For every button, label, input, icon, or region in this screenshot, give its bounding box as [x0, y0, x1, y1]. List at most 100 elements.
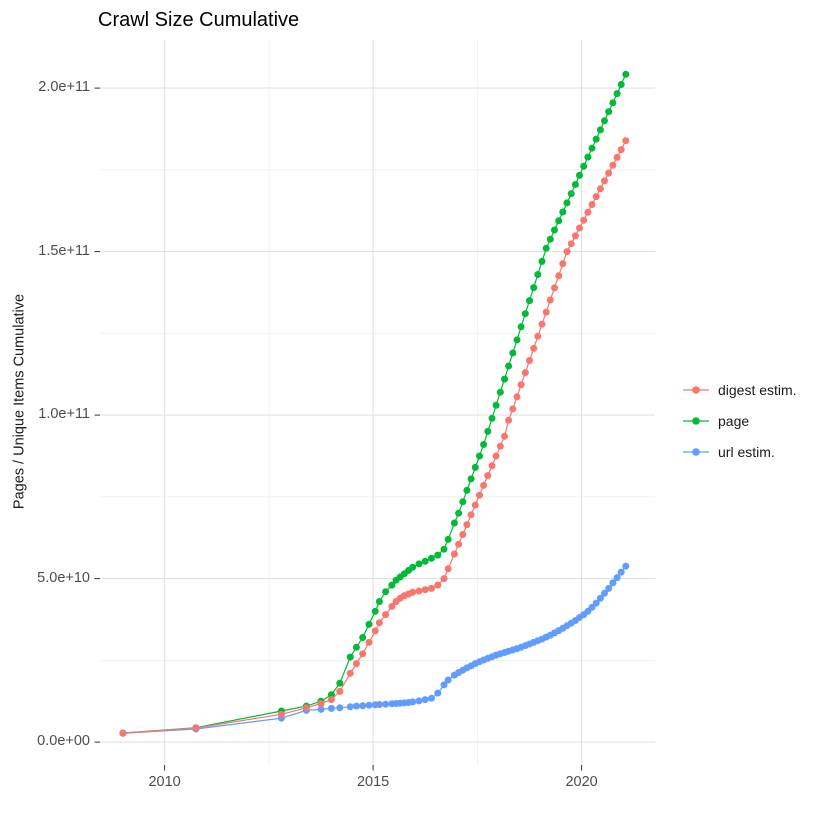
data-point: [382, 588, 390, 596]
data-point: [365, 701, 373, 709]
data-point: [192, 724, 200, 732]
data-point: [317, 700, 325, 707]
data-point: [584, 153, 592, 161]
data-point: [542, 308, 550, 316]
series-digest-estim: [119, 137, 630, 737]
data-point: [613, 90, 621, 98]
data-point: [605, 108, 613, 116]
data-point: [480, 441, 488, 448]
data-point: [336, 704, 344, 712]
data-point: [521, 310, 529, 318]
data-point: [415, 560, 423, 568]
data-point: [601, 589, 608, 597]
data-point: [509, 349, 517, 357]
data-point: [609, 161, 617, 169]
data-point: [444, 676, 452, 684]
data-point: [513, 393, 521, 401]
data-point: [409, 698, 417, 706]
data-point: [505, 416, 513, 424]
data-point: [534, 271, 542, 278]
data-point: [388, 581, 396, 589]
data-point: [546, 296, 554, 304]
data-point: [327, 691, 335, 699]
y-axis-title: Pages / Unique Items Cumulative: [11, 293, 28, 510]
data-point: [428, 694, 435, 702]
data-point: [327, 704, 335, 712]
data-point: [509, 405, 517, 413]
data-point: [546, 235, 554, 243]
data-point: [455, 509, 463, 517]
data-point: [471, 501, 479, 509]
data-point: [459, 531, 467, 538]
data-point: [359, 702, 367, 710]
data-point: [622, 70, 630, 78]
data-point: [538, 320, 546, 328]
data-point: [580, 162, 588, 170]
data-point: [480, 481, 488, 489]
data-point: [371, 607, 379, 615]
data-point: [476, 491, 483, 499]
legend-key-icon: [683, 386, 709, 394]
legend-label: digest estim.: [718, 382, 797, 398]
data-point: [613, 153, 621, 161]
data-point: [440, 575, 448, 583]
x-tick-label: 2015: [356, 774, 390, 790]
data-point: [371, 627, 379, 635]
data-point: [421, 557, 429, 565]
data-point: [327, 696, 335, 704]
data-point: [336, 679, 344, 687]
data-point: [571, 181, 579, 188]
data-point: [434, 581, 442, 589]
data-point: [476, 452, 483, 460]
data-point: [302, 704, 310, 712]
data-point: [601, 117, 608, 125]
data-point: [352, 643, 360, 651]
data-point: [592, 193, 600, 201]
data-point: [440, 545, 448, 553]
data-point: [605, 169, 613, 177]
data-point: [559, 208, 567, 216]
series-line-digest-estim: [122, 140, 627, 734]
data-point: [613, 574, 621, 582]
data-point: [488, 414, 496, 422]
data-point: [601, 177, 608, 185]
data-point: [409, 588, 417, 596]
legend-item: page: [683, 413, 797, 429]
data-point: [542, 244, 550, 252]
data-point: [526, 357, 533, 364]
data-point: [496, 388, 504, 396]
x-tick-label: 2020: [565, 774, 598, 790]
data-point: [563, 248, 571, 256]
data-point: [492, 452, 500, 460]
data-point: [609, 579, 617, 587]
data-point: [567, 240, 575, 248]
data-point: [346, 703, 354, 711]
data-point: [471, 463, 479, 471]
data-point: [622, 562, 630, 570]
legend: digest estim. page url estim.: [683, 382, 797, 475]
data-point: [277, 710, 285, 718]
data-point: [382, 700, 390, 708]
data-point: [450, 550, 458, 558]
y-tick-label: 5.0e+10: [37, 569, 90, 586]
legend-item: url estim.: [683, 444, 797, 460]
data-point: [455, 540, 463, 548]
data-point: [538, 257, 546, 265]
data-point: [596, 185, 604, 193]
data-point: [501, 375, 508, 383]
data-point: [534, 332, 542, 340]
data-point: [592, 599, 600, 607]
data-point: [484, 472, 492, 480]
data-point: [434, 551, 442, 559]
data-point: [609, 99, 617, 107]
data-point: [530, 344, 538, 352]
data-point: [605, 584, 613, 592]
data-point: [375, 619, 383, 627]
series-line-url-estim: [122, 565, 627, 734]
data-point: [571, 232, 579, 240]
y-tick-label: 2.0e+11: [38, 79, 90, 96]
data-point: [596, 594, 604, 602]
data-point: [421, 696, 429, 704]
